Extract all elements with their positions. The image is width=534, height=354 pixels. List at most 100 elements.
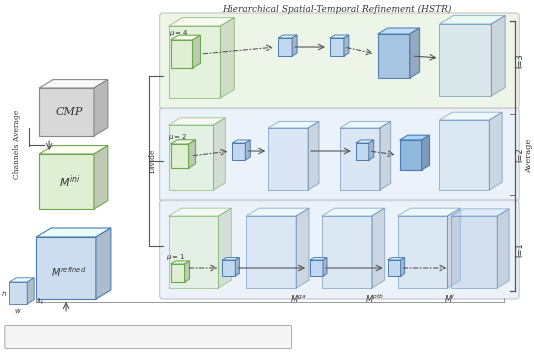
Text: Channels Average: Channels Average [13, 109, 21, 179]
Polygon shape [447, 208, 460, 288]
Polygon shape [36, 237, 96, 299]
Polygon shape [278, 35, 297, 38]
FancyBboxPatch shape [160, 13, 519, 109]
Polygon shape [9, 282, 27, 304]
Polygon shape [308, 121, 319, 190]
Polygon shape [399, 135, 429, 140]
Text: Partial Threshold Binarization: Partial Threshold Binarization [121, 335, 213, 339]
Polygon shape [330, 38, 344, 56]
Polygon shape [170, 140, 195, 144]
Text: Repeat: Repeat [230, 335, 253, 339]
Text: $M^{ga}$: $M^{ga}$ [289, 293, 307, 304]
Polygon shape [491, 16, 505, 96]
Text: $\mu=2$: $\mu=2$ [168, 132, 187, 142]
Polygon shape [94, 80, 108, 136]
Polygon shape [232, 143, 245, 160]
Polygon shape [344, 35, 349, 56]
FancyBboxPatch shape [5, 325, 292, 348]
Polygon shape [39, 145, 108, 154]
Polygon shape [497, 209, 509, 288]
Text: l=1: l=1 [516, 242, 524, 257]
Polygon shape [245, 140, 250, 160]
Polygon shape [296, 208, 309, 288]
Polygon shape [96, 228, 111, 299]
Text: l=2: l=2 [516, 147, 524, 162]
Polygon shape [322, 208, 384, 216]
Text: $M^{l}$: $M^{l}$ [444, 293, 455, 306]
Polygon shape [330, 35, 349, 38]
Text: $\lambda_t$: $\lambda_t$ [36, 297, 45, 307]
Text: Gather and Average: Gather and Average [33, 335, 97, 339]
Polygon shape [322, 216, 372, 288]
Polygon shape [310, 258, 327, 260]
Polygon shape [170, 261, 190, 264]
Polygon shape [185, 261, 190, 282]
Polygon shape [439, 112, 502, 120]
Text: $h$: $h$ [1, 289, 7, 297]
Polygon shape [39, 80, 108, 88]
FancyBboxPatch shape [160, 200, 519, 299]
Text: Divide: Divide [148, 149, 156, 173]
Text: Hierarchical Spatial-Temporal Refinement (HSTR): Hierarchical Spatial-Temporal Refinement… [222, 5, 452, 13]
Polygon shape [372, 208, 384, 288]
Polygon shape [218, 208, 231, 288]
Polygon shape [36, 228, 111, 237]
Polygon shape [421, 135, 429, 170]
Text: $w$: $w$ [14, 307, 22, 315]
Polygon shape [169, 26, 221, 98]
FancyBboxPatch shape [160, 108, 519, 201]
Polygon shape [268, 128, 308, 190]
Polygon shape [378, 28, 420, 34]
Text: CMP: CMP [56, 107, 83, 117]
Text: $\mu=4$: $\mu=4$ [169, 28, 188, 38]
Polygon shape [278, 38, 292, 56]
Polygon shape [380, 121, 391, 190]
Polygon shape [235, 258, 239, 276]
Polygon shape [268, 121, 319, 128]
Polygon shape [193, 35, 200, 68]
Polygon shape [94, 145, 108, 209]
Polygon shape [169, 118, 225, 125]
Text: $M^{ptb}$: $M^{ptb}$ [365, 293, 384, 306]
Polygon shape [169, 125, 214, 190]
Polygon shape [169, 18, 234, 26]
Polygon shape [378, 34, 410, 78]
Polygon shape [170, 40, 193, 68]
Polygon shape [222, 258, 239, 260]
Polygon shape [356, 140, 374, 143]
Polygon shape [246, 208, 309, 216]
Polygon shape [388, 258, 405, 260]
Polygon shape [399, 140, 421, 170]
Polygon shape [170, 144, 189, 168]
Polygon shape [27, 278, 34, 304]
Polygon shape [489, 112, 502, 190]
Polygon shape [340, 121, 391, 128]
Polygon shape [9, 278, 34, 282]
Polygon shape [340, 128, 380, 190]
Polygon shape [39, 88, 94, 136]
Polygon shape [400, 258, 405, 276]
Text: $\mu=1$: $\mu=1$ [166, 252, 185, 262]
Polygon shape [39, 154, 94, 209]
Polygon shape [439, 16, 505, 24]
Polygon shape [214, 118, 225, 190]
Polygon shape [222, 260, 235, 276]
Text: Average: Average [525, 139, 533, 173]
Polygon shape [439, 24, 491, 96]
Polygon shape [398, 216, 447, 288]
Polygon shape [232, 140, 250, 143]
Polygon shape [310, 260, 323, 276]
Polygon shape [451, 209, 509, 216]
Polygon shape [292, 35, 297, 56]
Polygon shape [410, 28, 420, 78]
Polygon shape [323, 258, 327, 276]
Polygon shape [170, 264, 185, 282]
Polygon shape [356, 143, 369, 160]
Polygon shape [170, 35, 200, 40]
Polygon shape [398, 208, 460, 216]
Polygon shape [169, 216, 218, 288]
Polygon shape [439, 120, 489, 190]
Polygon shape [169, 208, 231, 216]
Polygon shape [369, 140, 374, 160]
Polygon shape [189, 140, 195, 168]
